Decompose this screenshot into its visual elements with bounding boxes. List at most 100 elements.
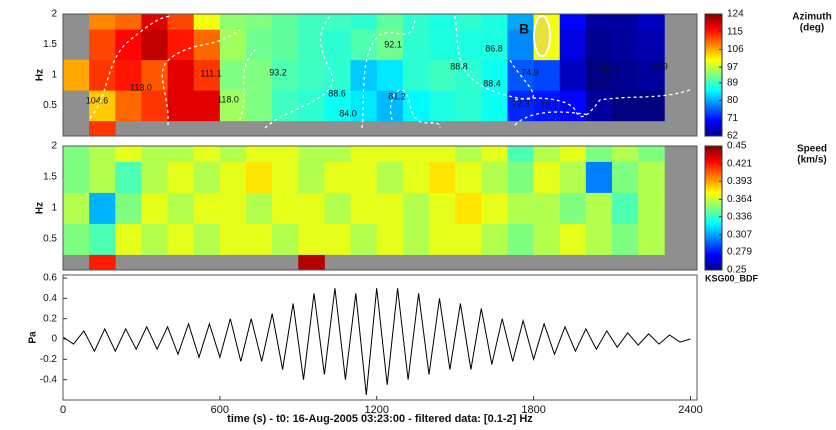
- heat-cell: [167, 29, 195, 61]
- heat-cell: [246, 146, 273, 162]
- callout-ellipse: [533, 15, 551, 57]
- heat-cell: [638, 29, 665, 61]
- heat-cell: [219, 192, 247, 224]
- contour-label: 84.0: [339, 108, 357, 118]
- heat-cell: [193, 223, 221, 255]
- heat-cell: [455, 161, 482, 193]
- heat-cell: [246, 161, 273, 193]
- heat-cell: [507, 29, 534, 61]
- heat-cell: [455, 146, 482, 162]
- heat-cell: [585, 90, 613, 122]
- y-tick-label: 1: [51, 203, 57, 214]
- heat-cell: [167, 192, 195, 224]
- y-axis-label: Pa: [28, 331, 39, 344]
- heat-cell: [272, 90, 299, 122]
- heat-cell: [376, 223, 404, 255]
- heat-cell: [612, 14, 639, 30]
- heat-cell: [455, 29, 482, 61]
- heat-cell: [167, 146, 195, 162]
- heat-cell: [376, 192, 404, 224]
- heat-cell: [533, 90, 561, 122]
- heat-cell: [63, 146, 90, 162]
- contour-label: 64.9: [650, 61, 668, 71]
- y-tick-label: 2: [51, 9, 57, 20]
- heat-cell: [141, 29, 168, 61]
- heat-cell: [612, 192, 639, 224]
- contour-label: 62.0: [600, 63, 618, 73]
- heat-cell: [89, 146, 116, 162]
- heat-cell: [612, 29, 639, 61]
- heat-cell: [402, 59, 430, 91]
- heat-cell: [638, 59, 665, 91]
- heat-cell: [507, 14, 534, 30]
- heat-cell: [89, 161, 116, 193]
- heat-cell: [507, 90, 534, 122]
- trace-title: KSG00_BDF: [705, 273, 759, 283]
- heat-cell: [272, 223, 299, 255]
- y-tick-label: 1.5: [43, 39, 57, 50]
- heat-cell: [455, 90, 482, 122]
- contour-label: 86.8: [485, 43, 503, 53]
- heat-cell: [585, 223, 613, 255]
- plot-frame: [62, 145, 698, 271]
- heat-cell: [324, 192, 351, 224]
- heat-cell: [429, 29, 456, 61]
- heat-cell: [533, 59, 561, 91]
- colorbar-tick-label: 0.336: [727, 211, 752, 222]
- heat-cell: [89, 29, 116, 61]
- heat-cell: [89, 120, 116, 137]
- heat-cell: [63, 223, 90, 255]
- heat-cell: [193, 146, 221, 162]
- heat-cell: [115, 146, 142, 162]
- heat-cell: [167, 90, 195, 122]
- heat-cell: [507, 223, 534, 255]
- x-tick-label: 0: [60, 404, 66, 416]
- heat-cell: [559, 59, 587, 91]
- contour-label: 113.0: [130, 82, 152, 92]
- heat-cell: [272, 192, 299, 224]
- heat-cell: [507, 192, 534, 224]
- heat-cell: [533, 161, 561, 193]
- heat-cell: [193, 161, 221, 193]
- heat-cell: [612, 59, 639, 91]
- heat-cell: [507, 146, 534, 162]
- heat-cell: [89, 192, 116, 224]
- heat-cell: [429, 59, 456, 91]
- heat-cell: [298, 192, 325, 224]
- heat-cell: [219, 59, 247, 91]
- heat-cell: [429, 90, 456, 122]
- colorbar-tick-label: 0.364: [727, 194, 752, 205]
- panels: Hz 0.5 1 1.5 2 124 115 106 97 89 80 71 62 Azimuth(deg…: [28, 9, 832, 425]
- heat-cell: [63, 192, 90, 224]
- heat-cell: [559, 146, 587, 162]
- heat-cell: [350, 161, 378, 193]
- heat-cell: [455, 223, 482, 255]
- contour-label: 118.0: [217, 94, 239, 104]
- colorbar-tick-label: 62: [727, 131, 739, 142]
- heat-cell: [193, 192, 221, 224]
- heat-cell: [219, 146, 247, 162]
- heat-cell: [612, 223, 639, 255]
- heat-cell: [350, 192, 378, 224]
- heat-cell: [193, 14, 221, 30]
- heat-cell: [167, 14, 195, 30]
- heat-cell: [429, 161, 456, 193]
- contour-label: 104.6: [86, 95, 109, 105]
- y-tick-label: 0.5: [43, 234, 57, 245]
- colorbar-tick-label: 71: [727, 113, 739, 124]
- heat-cell: [89, 223, 116, 255]
- heat-cell: [141, 223, 168, 255]
- colorbar-tick-label: 97: [727, 62, 739, 73]
- heat-cell: [246, 14, 273, 30]
- heat-cell: [193, 59, 221, 91]
- colorbar-tick-label: 0.393: [727, 176, 752, 187]
- heat-cell: [272, 59, 299, 91]
- heat-cell: [638, 14, 665, 30]
- heat-cell: [585, 29, 613, 61]
- heat-cell: [429, 146, 456, 162]
- heat-cell: [638, 192, 665, 224]
- heat-cell: [298, 59, 325, 91]
- plot-frame: [62, 274, 698, 401]
- heat-cell: [585, 192, 613, 224]
- heat-cell: [167, 161, 195, 193]
